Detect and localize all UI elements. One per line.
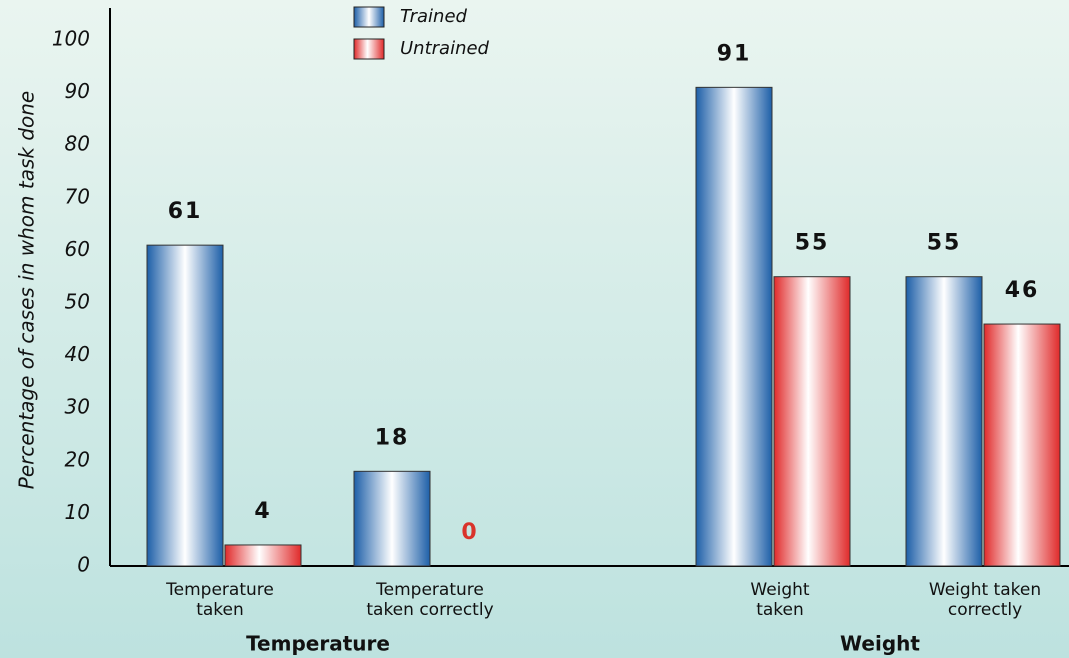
y-tick-label: 50 [65,290,90,314]
x-tick-label-line: taken [756,600,804,620]
group-label: Weight [840,632,920,656]
x-tick-label-line: Weight taken [929,580,1041,600]
bar [353,470,431,567]
bar [146,244,224,567]
value-label: 91 [717,41,752,66]
legend-label: Trained [400,6,468,27]
y-tick-label: 70 [65,184,90,208]
x-tick-label: Weight taken correctly [929,580,1041,620]
x-tick-label-line: taken [196,600,244,620]
value-label: 55 [795,231,830,256]
x-tick-label: Temperature taken correctly [366,580,493,620]
value-label: 0 [461,520,478,545]
legend-label: Untrained [400,38,490,59]
y-tick-label: 30 [65,395,90,419]
x-tick-label-line: Temperature [375,580,484,600]
value-label: 55 [927,231,962,256]
y-tick-label: 90 [65,79,90,103]
y-axis-label: Percentage of cases in whom task done [15,91,39,489]
x-tick-label-line: correctly [948,600,1022,620]
value-label: 18 [375,425,410,450]
x-tick-label: Weight taken [750,580,810,620]
bar [224,544,302,567]
group-label: Temperature [246,632,390,656]
value-label: 46 [1005,278,1040,303]
bar [983,323,1061,567]
value-label: 61 [168,199,203,224]
y-tick-label: 0 [77,553,90,577]
x-tick-label-line: taken correctly [366,600,493,620]
y-tick-label: 100 [52,27,90,51]
x-tick-label: Temperature taken [165,580,274,620]
x-tick-label-line: Weight [750,580,810,600]
y-tick-label: 60 [65,237,90,261]
legend-swatch [353,6,385,28]
bar [905,276,983,567]
y-tick-label: 40 [65,342,90,366]
x-tick-label-line: Temperature [165,580,274,600]
bar [773,276,851,567]
bar [695,86,773,567]
y-tick-label: 20 [65,447,90,471]
y-tick-label: 80 [65,132,90,156]
value-label: 4 [254,499,271,524]
y-tick-label: 10 [65,500,90,524]
legend-swatch [353,38,385,60]
